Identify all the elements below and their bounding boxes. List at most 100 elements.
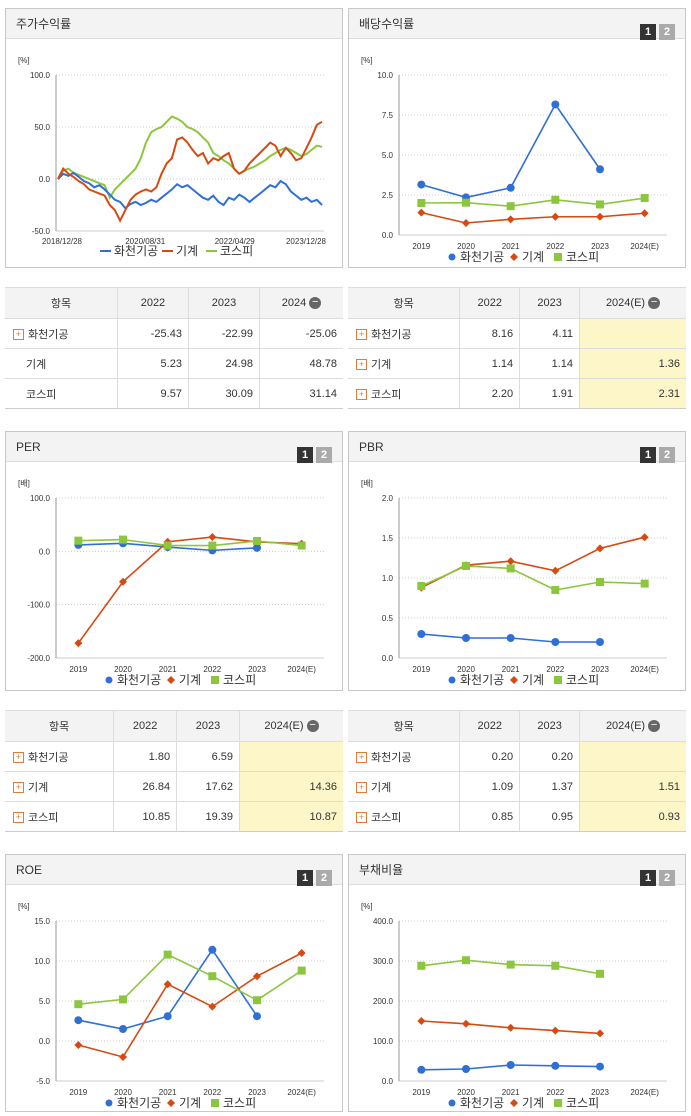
data-point bbox=[74, 1016, 83, 1025]
data-point bbox=[253, 543, 261, 552]
legend-label: 기계 bbox=[179, 1096, 201, 1110]
collapse-icon[interactable]: − bbox=[648, 720, 661, 733]
axis-unit-label: [%] bbox=[361, 902, 373, 911]
page-1-button[interactable]: 1 bbox=[640, 24, 656, 40]
x-tick-label: 2022 bbox=[203, 665, 221, 674]
legend-label: 코스피 bbox=[566, 250, 599, 264]
data-point bbox=[417, 1065, 426, 1074]
expand-icon[interactable]: + bbox=[356, 812, 367, 824]
data-point bbox=[462, 1019, 470, 1028]
legend-label: 화천기공 bbox=[117, 1095, 161, 1110]
series-line bbox=[78, 952, 303, 1058]
collapse-icon[interactable]: − bbox=[306, 720, 319, 733]
x-tick-label: 2023 bbox=[591, 665, 609, 674]
data-point bbox=[417, 630, 426, 638]
data-point bbox=[596, 1062, 604, 1071]
col-header: 항목 bbox=[5, 287, 118, 319]
data-point bbox=[596, 1029, 604, 1038]
data-point bbox=[74, 1000, 83, 1009]
x-tick-label: 2019 bbox=[412, 242, 430, 251]
per-chart: [배]100.0 0.0 -100.0 -200.0 2019 2020 2021 2022 2… bbox=[18, 479, 324, 687]
data-point bbox=[462, 1065, 470, 1073]
legend-marker bbox=[448, 253, 456, 261]
data-point bbox=[208, 541, 217, 550]
expand-icon[interactable]: + bbox=[13, 752, 24, 764]
data-point bbox=[462, 634, 470, 642]
col-header: 2024(E) − bbox=[579, 710, 686, 742]
expand-icon[interactable]: + bbox=[356, 389, 367, 401]
legend-marker bbox=[510, 676, 518, 684]
x-tick-label: 2021 bbox=[502, 665, 520, 674]
y-tick-label: 100.0 bbox=[30, 71, 51, 80]
x-tick-label: 2019 bbox=[412, 665, 430, 674]
x-tick-label: 2024(E) bbox=[630, 1088, 659, 1097]
expand-icon[interactable]: + bbox=[356, 359, 367, 371]
series-line bbox=[77, 536, 302, 644]
page-2-button[interactable]: 2 bbox=[659, 447, 675, 463]
expand-icon[interactable]: + bbox=[13, 812, 24, 824]
x-tick-label: 2019 bbox=[69, 665, 87, 674]
page-1-button[interactable]: 1 bbox=[640, 447, 656, 463]
page-2-button[interactable]: 2 bbox=[659, 870, 675, 886]
series-line bbox=[57, 171, 323, 210]
expand-icon[interactable]: + bbox=[356, 329, 367, 341]
legend-label: 코스피 bbox=[220, 244, 253, 258]
page-2-button[interactable]: 2 bbox=[316, 870, 332, 886]
y-tick-label: 5.0 bbox=[382, 151, 394, 160]
collapse-icon[interactable]: − bbox=[648, 297, 661, 310]
table-row: + 기계 26.84 17.62 14.36 bbox=[5, 771, 343, 802]
expand-icon[interactable]: + bbox=[13, 782, 24, 794]
page-2-button[interactable]: 2 bbox=[316, 447, 332, 463]
expand-icon[interactable]: + bbox=[356, 752, 367, 764]
data-point bbox=[417, 180, 426, 189]
page-2-button[interactable]: 2 bbox=[659, 24, 675, 40]
collapse-icon[interactable]: − bbox=[309, 297, 322, 310]
table-row: + 기계 1.14 1.14 1.36 bbox=[348, 348, 686, 379]
data-point bbox=[506, 202, 515, 211]
page-1-button[interactable]: 1 bbox=[297, 447, 313, 463]
data-point bbox=[208, 972, 217, 981]
legend-marker bbox=[105, 1099, 113, 1107]
legend-label: 화천기공 bbox=[114, 243, 158, 258]
y-tick-label: 300.0 bbox=[373, 957, 394, 966]
legend-label: 코스피 bbox=[223, 1096, 256, 1110]
expand-icon[interactable]: + bbox=[13, 329, 24, 341]
y-tick-label: 50.0 bbox=[34, 123, 50, 132]
series-line bbox=[421, 197, 645, 208]
data-point bbox=[551, 195, 560, 204]
x-tick-label: 2021 bbox=[159, 1088, 177, 1097]
y-tick-label: 1.0 bbox=[382, 574, 394, 583]
x-tick-label: 2018/12/28 bbox=[42, 237, 83, 246]
panel-title: 주가수익률 bbox=[16, 17, 72, 31]
x-tick-label: 2022 bbox=[546, 242, 564, 251]
data-point bbox=[163, 541, 172, 550]
data-point bbox=[208, 533, 217, 542]
x-tick-label: 2020/08/31 bbox=[125, 237, 166, 246]
y-tick-label: 7.5 bbox=[382, 111, 394, 120]
col-header: 2022 bbox=[113, 710, 177, 742]
page-1-button[interactable]: 1 bbox=[297, 870, 313, 886]
data-point bbox=[119, 1025, 127, 1033]
table-row: + 기계 1.09 1.37 1.51 bbox=[348, 771, 686, 802]
page-1-button[interactable]: 1 bbox=[640, 870, 656, 886]
y-tick-label: 100.0 bbox=[30, 494, 51, 503]
x-tick-label: 2023 bbox=[591, 242, 609, 251]
col-header: 2023 bbox=[187, 287, 260, 319]
series-line bbox=[421, 211, 645, 224]
expand-icon[interactable]: + bbox=[356, 782, 367, 794]
data-point bbox=[506, 960, 515, 969]
x-tick-label: 2020 bbox=[114, 1088, 132, 1097]
data-point bbox=[596, 969, 604, 978]
data-point bbox=[163, 950, 172, 959]
data-point bbox=[297, 949, 306, 957]
legend-label: 코스피 bbox=[566, 1096, 599, 1110]
y-tick-label: 0.0 bbox=[382, 1077, 394, 1086]
y-tick-label: -100.0 bbox=[27, 601, 50, 610]
y-tick-label: 0.0 bbox=[39, 175, 51, 184]
roe-chart: [%] 15.0 10.0 5.0 0.0 -5.0 2019 2020 2021 2022 202… bbox=[18, 902, 324, 1110]
data-point bbox=[506, 183, 515, 192]
y-tick-label: 2.5 bbox=[382, 191, 394, 200]
legend-label: 기계 bbox=[179, 673, 201, 687]
